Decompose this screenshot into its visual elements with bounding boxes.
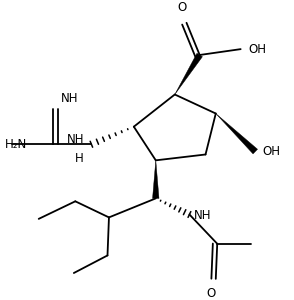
Text: O: O <box>207 287 216 300</box>
Polygon shape <box>175 53 202 94</box>
Text: OH: OH <box>248 43 266 56</box>
Polygon shape <box>153 160 159 198</box>
Text: H: H <box>75 152 84 165</box>
Text: NH: NH <box>194 209 211 222</box>
Polygon shape <box>216 113 258 154</box>
Text: O: O <box>178 1 187 14</box>
Text: NH: NH <box>61 92 78 105</box>
Text: NH: NH <box>66 133 84 146</box>
Text: H₂N: H₂N <box>5 138 27 151</box>
Text: OH: OH <box>263 145 280 158</box>
